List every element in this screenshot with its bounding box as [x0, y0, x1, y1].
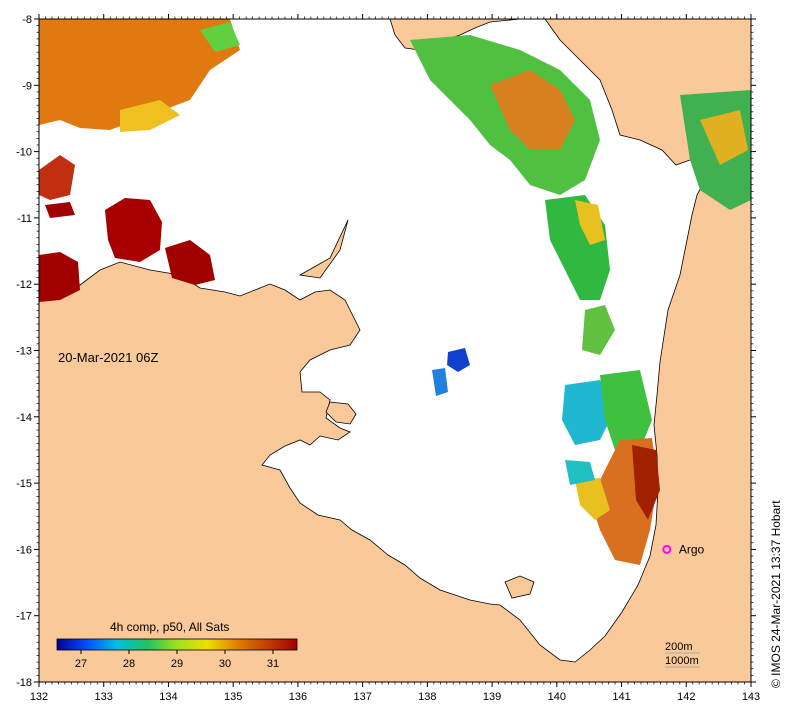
credit-text: © IMOS 24-Mar-2021 13:37 Hobart: [769, 500, 783, 688]
argo-marker-icon: [662, 544, 672, 554]
longitude-axis: 132 133 134 135 136 137 138 139 140 141 142 143: [30, 14, 760, 703]
contour-label-1000m: 1000m: [665, 655, 699, 667]
sst-patch-southeast-green: [600, 370, 652, 450]
contour-legend: 200m 1000m: [665, 641, 700, 668]
colorbar-tick-label: 31: [267, 658, 279, 670]
colorbar-ticks: 27 28 29 30 31: [75, 650, 279, 670]
argo-marker-label: Argo: [679, 542, 705, 556]
sst-patch-arnhem-b: [165, 240, 215, 285]
colorbar-bar: [56, 638, 298, 651]
sst-patch-north-green: [200, 22, 240, 52]
sst-patch-west-b: [45, 202, 75, 218]
island-wessel: [298, 219, 349, 279]
lon-tick-label: 138: [418, 691, 436, 703]
colorbar-tick-label: 29: [171, 658, 183, 670]
sst-patch-central-lower: [582, 305, 615, 355]
lat-tick-label: -16: [16, 544, 32, 556]
lon-tick-label: 140: [548, 691, 566, 703]
sst-patch-northwest: [39, 19, 240, 130]
lon-tick-label: 142: [677, 691, 695, 703]
lat-tick-label: -12: [16, 279, 32, 291]
lon-tick-label: 136: [289, 691, 307, 703]
sst-patch-arnhem-c: [39, 252, 80, 302]
lat-tick-label: -9: [22, 80, 32, 92]
colorbar-tick-label: 27: [75, 658, 87, 670]
lat-tick-label: -8: [22, 14, 32, 26]
sst-patch-northwest-yellow: [120, 100, 180, 132]
lon-tick-label: 143: [742, 691, 760, 703]
lon-tick-label: 137: [353, 691, 371, 703]
date-label: 20-Mar-2021 06Z: [58, 350, 158, 365]
lon-tick-label: 133: [95, 691, 113, 703]
argo-marker: Argo: [662, 542, 705, 556]
lat-tick-label: -18: [16, 677, 32, 689]
lat-tick-label: -10: [16, 147, 32, 159]
sst-patch-east-coast-yellow: [700, 110, 748, 165]
lat-tick-label: -13: [16, 346, 32, 358]
landmass-australia: [39, 149, 751, 682]
sst-patch-southeast-cyan: [562, 380, 615, 445]
lon-tick-label: 134: [159, 691, 177, 703]
contour-label-200m: 200m: [665, 641, 693, 653]
sst-patch-southeast-red: [632, 445, 660, 520]
colorbar-tick-label: 30: [219, 658, 231, 670]
sst-patch-central-east-yellow: [575, 200, 605, 245]
lon-tick-label: 135: [224, 691, 242, 703]
colorbar-title: 4h comp, p50, All Sats: [110, 620, 229, 634]
lat-tick-label: -11: [17, 213, 32, 225]
sst-patch-southeast-cyan-b: [565, 460, 595, 485]
sst-patch-central-cyan: [432, 368, 448, 396]
sst-patch-arnhem-a: [105, 198, 162, 262]
lat-tick-label: -17: [16, 611, 32, 623]
sst-patch-central-blue: [447, 348, 470, 372]
sst-data-layer: [39, 19, 751, 565]
lon-tick-label: 141: [612, 691, 630, 703]
lat-tick-label: -15: [16, 478, 32, 490]
lat-tick-label: -14: [16, 412, 32, 424]
colorbar: 4h comp, p50, All Sats 27 28 29 30 31: [56, 620, 298, 670]
colorbar-tick-label: 28: [123, 658, 135, 670]
sst-patch-west-a: [39, 155, 75, 200]
lon-tick-label: 139: [483, 691, 501, 703]
sst-patch-southeast-yellow: [575, 478, 610, 520]
island-groote: [325, 401, 357, 425]
latitude-axis: -8 -9 -10 -11 -12 -13 -14 -15 -16 -17 -18: [16, 14, 756, 689]
lon-tick-label: 132: [30, 691, 48, 703]
sst-patch-northeast-orange: [490, 70, 575, 150]
island-mornington: [504, 575, 535, 599]
